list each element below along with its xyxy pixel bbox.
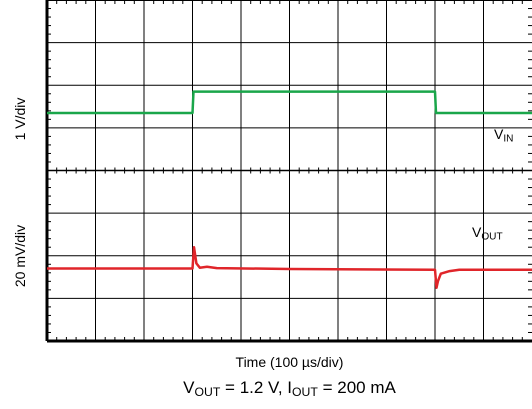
y-axis-label-top: 1 V/div (12, 97, 28, 141)
vout-trace-label: VOUT (472, 224, 503, 243)
test-conditions-caption: VOUT = 1.2 V, IOUT = 200 mA (183, 378, 396, 400)
vin-trace (47, 90, 532, 115)
vout-trace (47, 245, 532, 289)
vin-trace-label: VIN (494, 126, 514, 145)
x-axis-label: Time (100 µs/div) (235, 354, 344, 370)
micro-symbol: µ (301, 354, 310, 370)
y-axis-label-bottom: 20 mV/div (12, 224, 28, 288)
